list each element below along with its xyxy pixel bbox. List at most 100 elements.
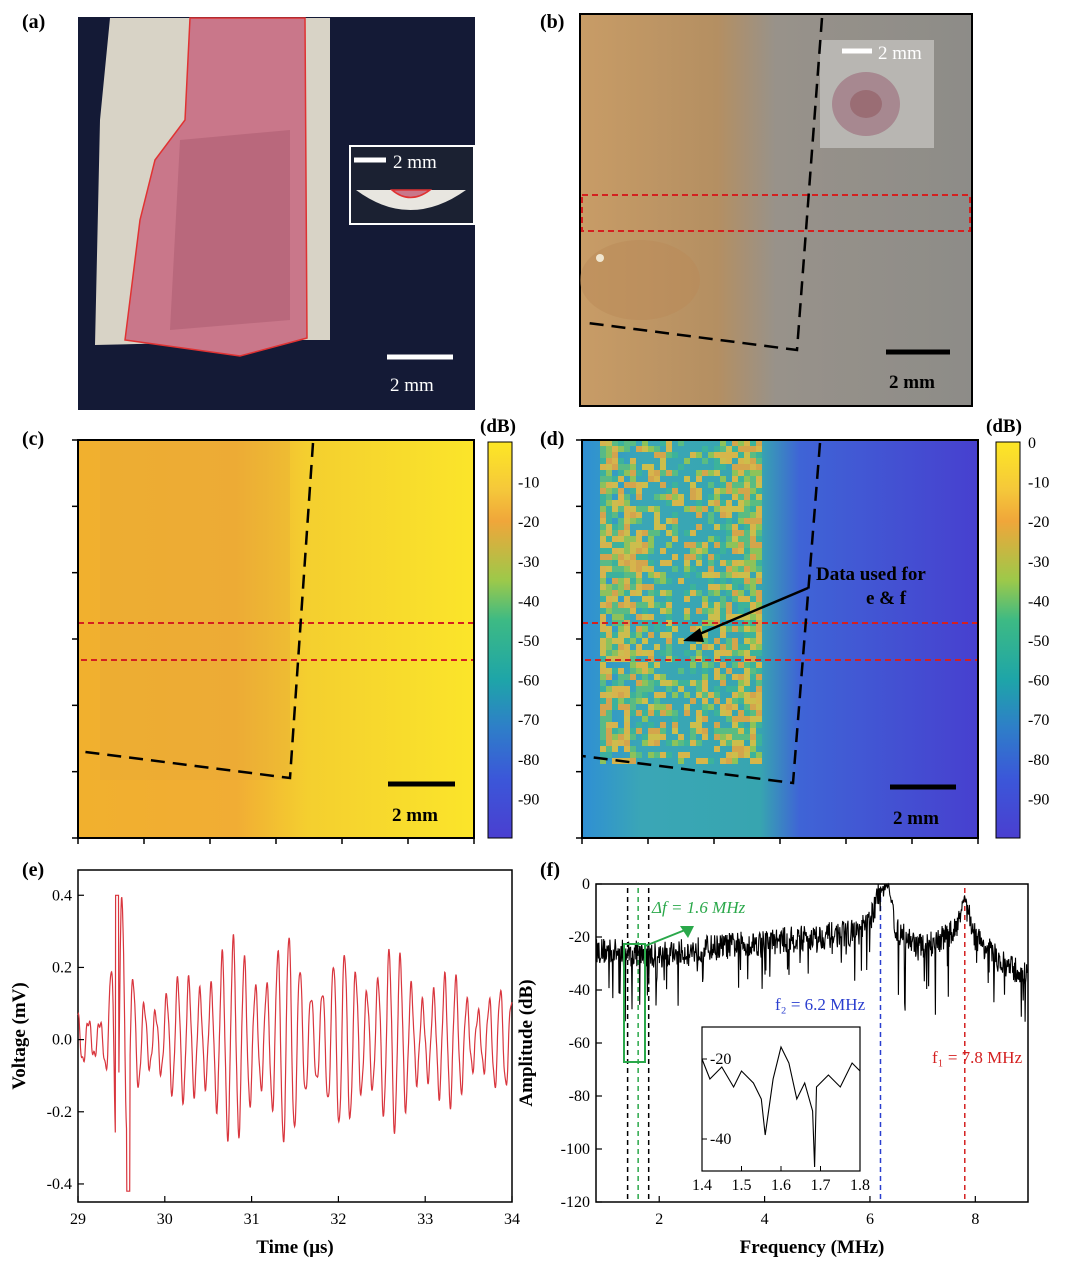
heatmap-pixel [738,500,744,506]
heatmap-pixel [630,584,636,590]
heatmap-pixel [600,614,606,620]
heatmap-pixel [726,518,732,524]
heatmap-pixel [666,518,672,524]
heatmap-pixel [750,494,756,500]
heatmap-pixel [636,650,642,656]
heatmap-pixel [750,566,756,572]
heatmap-pixel [666,452,672,458]
heatmap-c-region [100,440,290,780]
annotation-text-d-1: Data used for [816,564,926,585]
annotation-arrowhead-d [683,628,704,642]
heatmap-pixel [726,452,732,458]
heatmap-pixel [714,458,720,464]
heatmap-pixel [732,548,738,554]
heatmap-pixel [672,722,678,728]
heatmap-pixel [636,506,642,512]
y-tick-label: -40 [569,982,590,999]
heatmap-pixel [720,440,726,446]
plot-e-frame [77,869,513,1203]
heatmap-pixel [744,464,750,470]
heatmap-pixel [606,752,612,758]
heatmap-pixel [612,548,618,554]
heatmap-pixel [660,560,666,566]
heatmap-pixel [750,668,756,674]
heatmap-pixel [666,500,672,506]
heatmap-pixel [624,644,630,650]
heatmap-pixel [750,500,756,506]
heatmap-pixel [666,578,672,584]
heatmap-pixel [642,650,648,656]
heatmap-pixel [606,500,612,506]
heatmap-pixel [750,518,756,524]
heatmap-pixel [750,458,756,464]
heatmap-pixel [720,758,726,764]
heatmap-pixel [630,506,636,512]
heatmap-pixel [600,758,606,764]
heatmap-pixel [636,662,642,668]
heatmap-pixel [750,506,756,512]
heatmap-pixel [738,680,744,686]
heatmap-pixel [624,536,630,542]
heatmap-pixel [726,638,732,644]
heatmap-pixel [642,734,648,740]
heatmap-pixel [600,680,606,686]
heatmap-pixel [672,728,678,734]
heatmap-pixel [684,692,690,698]
heatmap-pixel [744,554,750,560]
heatmap-pixel [624,440,630,446]
heatmap-pixel [612,596,618,602]
heatmap-pixel [636,686,642,692]
roi-box-b [581,194,971,232]
heatmap-pixel [666,752,672,758]
heatmap-pixel [678,494,684,500]
heatmap-pixel [660,632,666,638]
heatmap-pixel [684,458,690,464]
heatmap-pixel [648,572,654,578]
heatmap-pixel [624,560,630,566]
heatmap-pixel [648,710,654,716]
heatmap-pixel [618,728,624,734]
heatmap-pixel [660,590,666,596]
heatmap-pixel [714,728,720,734]
heatmap-pixel [612,590,618,596]
heatmap-pixel [630,464,636,470]
heatmap-pixel [618,560,624,566]
heatmap-pixel [612,602,618,608]
colorbar-tick-label: -40 [518,593,539,610]
heatmap-pixel [756,638,762,644]
heatmap-pixel [696,488,702,494]
heatmap-pixel [702,458,708,464]
heatmap-pixel [756,752,762,758]
heatmap-pixel [672,626,678,632]
colorbar-tick-label: -70 [518,712,539,729]
heatmap-pixel [756,542,762,548]
heatmap-pixel [618,626,624,632]
heatmap-pixel [612,476,618,482]
heatmap-pixel [756,680,762,686]
heatmap-pixel [708,518,714,524]
heatmap-pixel [714,674,720,680]
heatmap-pixel [618,638,624,644]
heatmap-pixel [756,704,762,710]
heatmap-pixel [606,668,612,674]
heatmap-pixel [642,602,648,608]
heatmap-pixel [738,608,744,614]
y-tick-label: -120 [561,1194,590,1211]
heatmap-pixel [738,602,744,608]
heatmap-pixel [690,590,696,596]
heatmap-pixel [642,554,648,560]
heatmap-pixel [744,674,750,680]
heatmap-pixel [654,494,660,500]
heatmap-pixel [690,662,696,668]
heatmap-pixel [726,704,732,710]
heatmap-pixel [696,590,702,596]
panel-c-scale-label: 2 mm [392,805,438,826]
inset-b-scale-label: 2 mm [878,43,922,64]
heatmap-pixel [702,644,708,650]
heatmap-pixel [672,566,678,572]
heatmap-pixel [654,524,660,530]
heatmap-pixel [612,728,618,734]
heatmap-pixel [618,602,624,608]
heatmap-pixel [642,464,648,470]
inset-x-tick-label: 1.4 [692,1177,712,1194]
